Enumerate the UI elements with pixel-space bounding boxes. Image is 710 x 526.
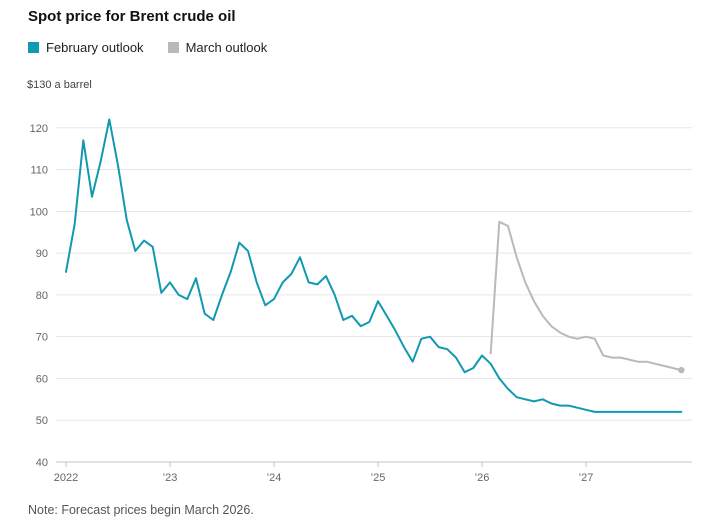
legend-item-february-outlook: February outlook bbox=[28, 40, 144, 55]
x-tick-label: ’26 bbox=[475, 472, 490, 484]
y-tick-label: 120 bbox=[30, 123, 48, 135]
legend-label-march-outlook: March outlook bbox=[185, 40, 268, 55]
legend-item-march-outlook: March outlook bbox=[167, 40, 268, 55]
x-tick-label: ’24 bbox=[267, 472, 282, 484]
footnote: Note: Forecast prices begin March 2026. bbox=[28, 503, 254, 517]
y-tick-label: 80 bbox=[36, 290, 48, 302]
y-axis-unit-label: $130 a barrel bbox=[27, 79, 92, 91]
series-end-dot-march-outlook bbox=[678, 366, 685, 374]
x-tick-label: ’27 bbox=[579, 472, 594, 484]
legend-label-february-outlook: February outlook bbox=[46, 40, 144, 55]
legend-swatch bbox=[28, 42, 39, 53]
y-tick-label: 40 bbox=[36, 457, 48, 469]
line-chart: 40 50 60 70 80 90 100 110 120 2022 ’23 ’24 ’25 ’26 ’27 bbox=[30, 118, 692, 484]
y-tick-label: 110 bbox=[30, 165, 48, 177]
series-line-february-outlook bbox=[65, 118, 683, 413]
y-tick-label: 90 bbox=[36, 248, 48, 260]
chart-title: Spot price for Brent crude oil bbox=[28, 8, 236, 25]
y-tick-label: 60 bbox=[36, 373, 48, 385]
x-tick-label: 2022 bbox=[54, 472, 78, 484]
y-tick-label: 50 bbox=[36, 415, 48, 427]
series-line-march-outlook bbox=[489, 220, 683, 372]
x-tick-label: ’25 bbox=[371, 472, 386, 484]
y-tick-label: 100 bbox=[30, 206, 48, 218]
legend-swatch bbox=[167, 42, 179, 53]
x-tick-label: ’23 bbox=[163, 472, 178, 484]
legend: February outlook March outlook bbox=[28, 40, 267, 55]
y-tick-label: 70 bbox=[36, 332, 48, 344]
